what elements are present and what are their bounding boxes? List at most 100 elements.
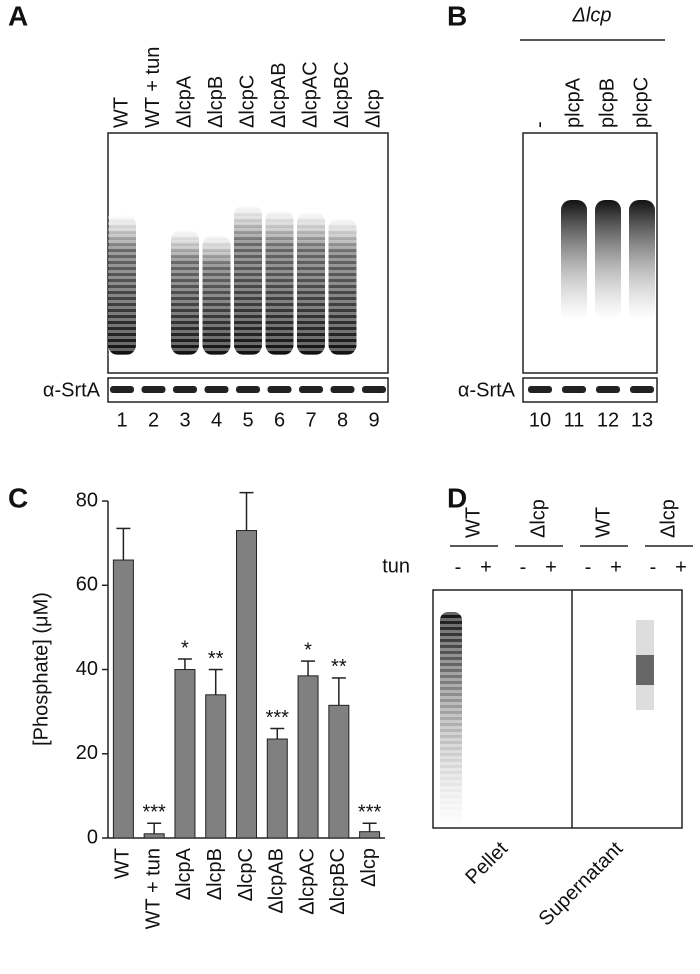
significance: * [304,639,312,661]
smear [595,200,621,320]
blot-band [299,386,323,393]
blot-band [630,386,654,393]
gel-d [432,589,683,829]
smear [561,200,587,320]
lane-number: 9 [368,409,379,431]
blot-label: α-SrtA [458,379,516,401]
significance: ** [331,656,347,678]
smear [636,655,654,685]
blot-band [110,386,134,393]
bar [328,704,350,839]
x-tick-label: WT [112,848,134,879]
x-tick-label: ΔlcpAB [266,848,288,914]
bar [236,530,257,839]
lane-label: ΔlcpA [173,75,195,128]
lane-label: ΔlcpAC [299,61,321,128]
fraction-label: Pellet [461,837,512,888]
row-label: tun [382,555,410,577]
bar [266,738,288,839]
group-header: Δlcp [527,499,549,538]
group-header: Δlcp [657,499,679,538]
lane-label: ΔlcpB [205,76,227,128]
tun-sign: + [610,556,622,578]
blot-band [204,386,229,393]
x-tick-label: ΔlcpB [204,848,226,900]
smear [629,200,655,320]
x-tick-label: WT + tun [142,848,164,929]
y-tick-label: 20 [76,742,98,764]
x-tick-label: ΔlcpAC [296,848,318,915]
y-tick-label: 40 [76,658,98,680]
blot-band [267,386,292,393]
lane-label: WT [110,97,132,128]
bar [174,669,196,839]
lane-number: 11 [564,409,585,431]
lane-label: plcpB [596,78,618,128]
panel-letter: B [447,0,467,31]
blot-band [330,386,355,393]
bar [359,831,381,839]
lane-number: 7 [305,409,316,431]
bar [297,675,319,839]
lane-label: ΔlcpBC [331,61,353,128]
smear [234,205,262,355]
lane-number: 1 [116,409,127,431]
smear [171,230,199,355]
blot-band [528,386,552,393]
x-tick-label: ΔlcpA [173,847,195,900]
blot-band [362,386,386,393]
panel-letter: A [8,0,28,31]
smear [297,212,325,355]
fraction-label: Supernatant [535,837,628,930]
group-header: WT [592,507,614,538]
blot-band [141,386,166,393]
lane-number: 13 [631,409,653,431]
lane-label: Δlcp [362,89,384,128]
blot-band [562,386,586,393]
significance: ** [208,648,224,670]
smear [202,235,231,355]
smear [440,612,462,826]
significance: * [181,637,189,659]
lane-number: 8 [337,409,348,431]
gel-images [107,132,683,829]
significance: *** [266,707,290,729]
blot-a [107,377,389,403]
tun-sign: - [585,556,592,578]
y-axis-label: [Phosphate] (μM) [30,592,52,746]
blot-b [522,377,658,403]
bar [205,694,227,839]
lane-number: 4 [211,409,222,431]
gel-b [522,132,658,374]
lane-number: 3 [179,409,190,431]
tun-sign: + [480,556,492,578]
significance: *** [358,802,382,824]
lane-label: plcpC [630,77,652,128]
panel-letter: D [447,482,467,513]
blot-band [236,386,260,393]
group-header: Δlcp [572,4,612,26]
blot-band [173,386,197,393]
bar [143,833,165,839]
tun-sign: - [520,556,527,578]
y-tick-label: 60 [76,574,98,596]
tun-sign: + [675,556,687,578]
y-tick-label: 80 [76,489,98,511]
x-tick-label: ΔlcpBC [327,848,349,915]
y-tick-label: 0 [87,826,98,848]
lane-label: plcpA [562,77,584,128]
smear [108,215,136,355]
panel-letter: C [8,482,28,513]
significance: *** [142,802,166,824]
x-tick-label: Δlcp [358,848,380,887]
lane-number: 6 [274,409,285,431]
smear [265,210,294,355]
lane-label: WT + tun [142,47,164,128]
group-header: WT [462,507,484,538]
lane-label: - [528,121,550,128]
blot-label: α-SrtA [43,379,101,401]
smear [328,218,357,355]
blot-band [596,386,620,393]
lane-number: 10 [529,409,551,431]
